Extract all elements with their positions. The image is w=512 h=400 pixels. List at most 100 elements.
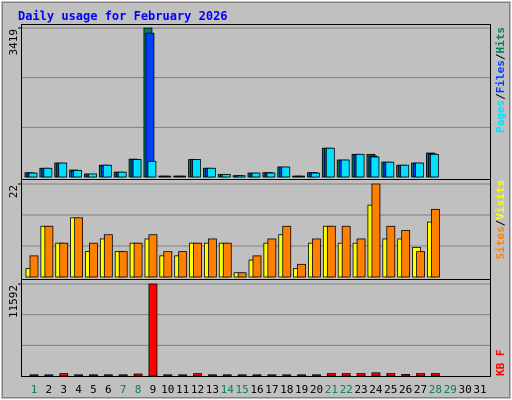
y-tick-label: 22	[7, 185, 20, 198]
x-tick-label: 13	[206, 383, 219, 396]
legend: Sites/Visits	[494, 180, 507, 260]
x-tick-label: 7	[120, 383, 127, 396]
bar	[43, 167, 53, 178]
bar	[118, 251, 128, 278]
bar	[282, 225, 292, 278]
bar	[236, 175, 246, 178]
bar	[386, 373, 396, 377]
bar	[44, 225, 54, 278]
x-tick-label: 16	[250, 383, 263, 396]
bar	[371, 183, 381, 278]
bar	[416, 251, 425, 278]
x-tick-label: 19	[295, 383, 308, 396]
bar	[133, 373, 143, 377]
bar	[282, 374, 292, 377]
bar	[163, 251, 173, 278]
bar	[312, 238, 321, 278]
legend: Pages/Files/Hits	[494, 27, 507, 133]
x-tick-label: 6	[105, 383, 112, 396]
bar	[145, 32, 155, 178]
bar	[297, 263, 307, 278]
x-tick-label: 31	[473, 383, 486, 396]
bar	[415, 162, 424, 178]
bar	[281, 166, 291, 178]
bar	[266, 172, 276, 178]
bar	[429, 153, 439, 178]
bar	[163, 374, 173, 377]
legend-entry: KB F	[494, 350, 507, 377]
bar	[371, 372, 381, 377]
bar	[132, 159, 142, 178]
x-tick-label: 9	[150, 383, 157, 396]
plot-frame	[21, 24, 491, 377]
bar	[58, 162, 68, 178]
bar	[59, 373, 69, 377]
bar	[89, 374, 98, 377]
bar	[237, 374, 247, 377]
bar	[341, 225, 351, 278]
x-tick-label: 24	[369, 383, 383, 396]
bar	[355, 153, 365, 178]
bar	[89, 242, 98, 278]
x-tick-label: 14	[221, 383, 235, 396]
bar	[102, 164, 112, 178]
bar	[74, 217, 83, 278]
bar	[103, 234, 113, 278]
legend-separator: /	[494, 53, 507, 60]
bar	[416, 373, 425, 377]
bar	[88, 173, 97, 178]
bar	[192, 159, 201, 178]
legend-entry: Visits	[494, 180, 507, 220]
bar	[267, 238, 277, 278]
bar	[341, 373, 351, 377]
x-tick-label: 11	[176, 383, 189, 396]
bar	[73, 170, 82, 178]
x-tick-label: 30	[459, 383, 472, 396]
legend-entry: Hits	[494, 27, 507, 54]
bar	[207, 238, 217, 278]
bar	[340, 159, 350, 178]
x-tick-label: 17	[265, 383, 278, 396]
bar	[177, 175, 187, 178]
bar	[312, 374, 321, 377]
legend-entry: Sites	[494, 226, 507, 259]
legend: KB F	[494, 350, 507, 377]
bar	[326, 373, 336, 377]
bar	[207, 374, 217, 377]
x-tick-label: 8	[135, 383, 142, 396]
bar	[118, 374, 128, 377]
bar	[311, 172, 320, 178]
x-tick-label: 28	[429, 383, 442, 396]
bar	[222, 374, 232, 377]
bar	[237, 272, 247, 278]
bar	[59, 242, 69, 278]
bar	[326, 225, 336, 278]
x-tick-label: 22	[340, 383, 353, 396]
x-tick-label: 20	[310, 383, 323, 396]
bar	[222, 242, 232, 278]
legend-entry: Files	[494, 60, 507, 93]
bar	[251, 172, 261, 178]
y-tick-label: 3419	[7, 29, 20, 56]
bar	[147, 160, 157, 178]
bar	[221, 173, 231, 178]
x-tick-label: 18	[280, 383, 293, 396]
bar	[206, 167, 216, 178]
bar	[28, 172, 38, 178]
bar	[325, 147, 335, 178]
legend-separator: /	[494, 93, 507, 100]
bar	[178, 251, 188, 278]
bar	[297, 374, 307, 377]
x-tick-label: 21	[325, 383, 338, 396]
bar	[193, 242, 202, 278]
x-tick-label: 4	[75, 383, 82, 396]
legend-entry: Pages	[494, 100, 507, 133]
bar	[401, 230, 411, 278]
bar	[29, 255, 39, 278]
bar	[74, 374, 83, 377]
x-tick-label: 25	[384, 383, 397, 396]
bar	[252, 374, 262, 377]
bar	[193, 373, 202, 377]
x-tick-label: 10	[161, 383, 174, 396]
